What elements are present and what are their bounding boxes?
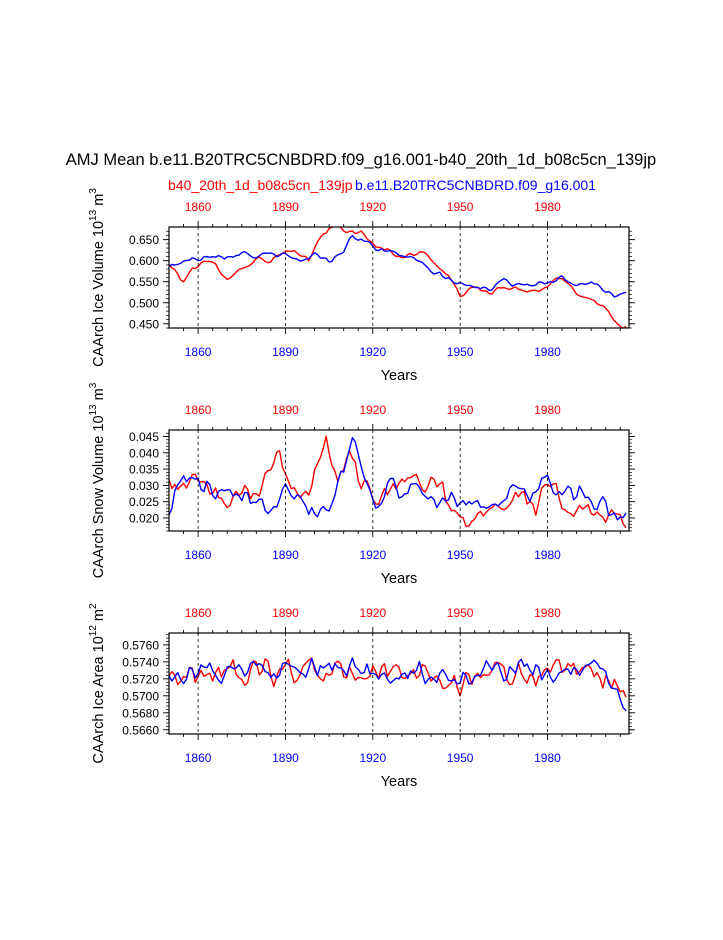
x-tick-label-bottom: 1950 [447, 345, 474, 359]
x-tick-label-top: 1890 [272, 403, 299, 417]
x-axis-label: Years [381, 368, 418, 384]
x-tick-label-bottom: 1860 [185, 548, 212, 562]
y-tick-label: 0.035 [129, 463, 159, 477]
chart-panels: 1860 1860 1890 1890 1920 1920 1950 1950 1980 1980… [88, 188, 635, 790]
x-tick-label-top: 1950 [447, 403, 474, 417]
x-axis-label: Years [381, 774, 418, 790]
x-tick-label-top: 1950 [447, 200, 474, 214]
series-line-red [169, 435, 627, 529]
chart-panel-1: 1860 1860 1890 1890 1920 1920 1950 1950 1980 1980… [88, 188, 635, 384]
chart-panel-3: 1860 1860 1890 1890 1920 1920 1950 1950 1980 1980… [88, 603, 635, 790]
x-tick-label-top: 1860 [185, 606, 212, 620]
plot-frame [168, 632, 630, 735]
y-tick-label: 0.045 [129, 430, 159, 444]
series-line-blue [169, 437, 627, 521]
figure-title: AMJ Mean b.e11.B20TRC5CNBDRD.f09_g16.001… [66, 151, 656, 169]
series-line-red [169, 227, 627, 328]
series-line-blue [169, 234, 627, 298]
y-tick-label: 0.040 [129, 446, 159, 460]
y-axis-label: CAArch Snow Volume 1013 m3 [88, 382, 107, 578]
x-tick-label-bottom: 1890 [272, 751, 299, 765]
x-tick-label-top: 1860 [185, 200, 212, 214]
x-tick-label-top: 1860 [185, 403, 212, 417]
legend-red-label: b40_20th_1d_b08c5cn_139jp [168, 177, 353, 193]
y-axis-label: CAArch Ice Volume 1013 m3 [88, 188, 107, 367]
y-tick-label: 0.600 [129, 254, 159, 268]
x-tick-label-bottom: 1920 [359, 345, 386, 359]
x-tick-label-bottom: 1980 [534, 751, 561, 765]
x-tick-label-bottom: 1950 [447, 751, 474, 765]
x-tick-label-top: 1920 [359, 200, 386, 214]
x-tick-label-top: 1890 [272, 606, 299, 620]
x-tick-label-bottom: 1920 [359, 548, 386, 562]
x-axis-label: Years [381, 571, 418, 587]
y-tick-label: 0.025 [129, 495, 159, 509]
y-tick-label: 0.650 [129, 233, 159, 247]
x-tick-label-top: 1890 [272, 200, 299, 214]
x-tick-label-top: 1920 [359, 606, 386, 620]
series-line-blue [169, 657, 627, 712]
x-tick-label-bottom: 1920 [359, 751, 386, 765]
x-tick-label-bottom: 1950 [447, 548, 474, 562]
x-tick-label-top: 1980 [534, 606, 561, 620]
x-tick-label-top: 1980 [534, 200, 561, 214]
y-tick-label: 0.450 [129, 317, 159, 331]
y-tick-label: 0.5760 [122, 638, 159, 652]
chart-panel-2: 1860 1860 1890 1890 1920 1920 1950 1950 1980 1980… [88, 382, 635, 587]
x-tick-label-bottom: 1890 [272, 548, 299, 562]
x-tick-label-bottom: 1980 [534, 345, 561, 359]
x-tick-label-top: 1980 [534, 403, 561, 417]
x-tick-label-top: 1950 [447, 606, 474, 620]
x-tick-label-bottom: 1860 [185, 345, 212, 359]
y-tick-label: 0.5720 [122, 672, 159, 686]
x-tick-label-bottom: 1860 [185, 751, 212, 765]
y-tick-label: 0.030 [129, 479, 159, 493]
y-tick-label: 0.5680 [122, 706, 159, 720]
x-tick-label-bottom: 1980 [534, 548, 561, 562]
y-axis-label: CAArch Ice Area 1012 m2 [88, 603, 107, 764]
x-tick-label-bottom: 1890 [272, 345, 299, 359]
y-tick-label: 0.020 [129, 511, 159, 525]
y-tick-label: 0.5700 [122, 689, 159, 703]
y-tick-label: 0.550 [129, 275, 159, 289]
y-tick-label: 0.500 [129, 296, 159, 310]
y-tick-label: 0.5740 [122, 655, 159, 669]
x-tick-label-top: 1920 [359, 403, 386, 417]
plot-frame [168, 429, 630, 532]
y-tick-label: 0.5660 [122, 723, 159, 737]
legend-blue-label: b.e11.B20TRC5CNBDRD.f09_g16.001 [355, 177, 596, 193]
series-line-red [169, 657, 627, 698]
